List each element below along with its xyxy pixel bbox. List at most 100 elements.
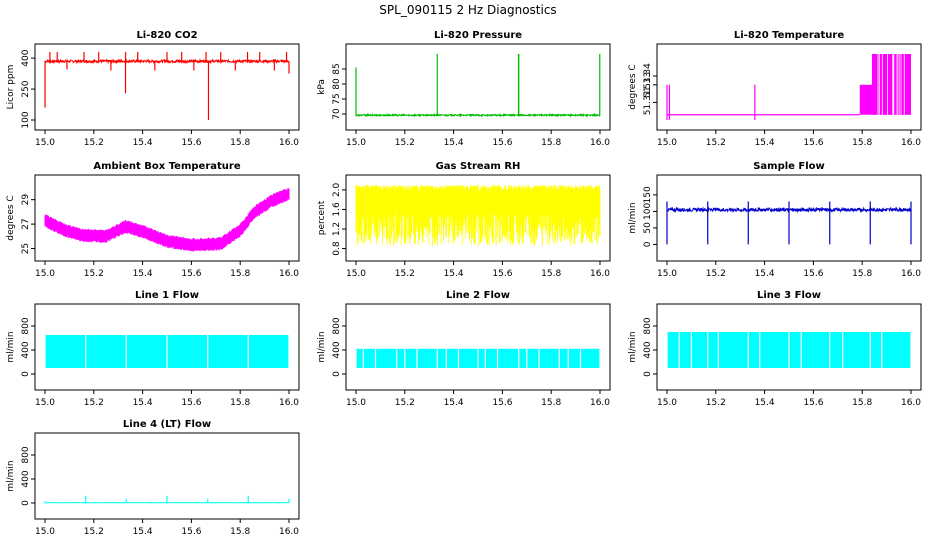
panel-co2: Li-820 CO2 15.0 15.2 15.4 15.6 15.8 16.0 100 250… — [6, 30, 300, 148]
y-tick-label: 85 — [332, 63, 342, 74]
x-tick-label: 15.4 — [755, 269, 775, 279]
y-tick-label: 0 — [21, 371, 31, 377]
x-tick-label: 15.0 — [657, 138, 677, 148]
y-axis-label: kPa — [317, 79, 327, 95]
panel-sample: Sample Flow 15.0 15.2 15.4 15.6 15.8 16.0 0 50 10… — [628, 161, 922, 279]
panel-line4: Line 4 (LT) Flow 15.0 15.2 15.4 15.6 15.8 16.0… — [6, 419, 300, 537]
x-tick-label: 15.6 — [803, 269, 823, 279]
x-tick-label: 15.0 — [346, 398, 366, 408]
x-tick-label: 15.0 — [657, 398, 677, 408]
x-tick-label: 15.6 — [492, 398, 512, 408]
x-tick-label: 15.6 — [803, 398, 823, 408]
x-tick-label: 15.2 — [706, 269, 726, 279]
x-tick-label: 15.4 — [133, 398, 153, 408]
x-tick-label: 15.8 — [230, 527, 250, 537]
y-tick-label: 400 — [643, 341, 653, 358]
x-tick-label: 15.6 — [492, 138, 512, 148]
x-tick-label: 15.4 — [444, 398, 464, 408]
x-tick-label: 15.8 — [852, 138, 872, 148]
y-tick-label: 70 — [332, 108, 342, 120]
y-tick-label: 75 — [332, 93, 342, 104]
y-tick-label: 80 — [332, 78, 342, 90]
y-tick-label: 51.33 — [643, 72, 653, 98]
plot-frame — [345, 43, 611, 131]
x-tick-label: 15.0 — [657, 269, 677, 279]
x-tick-label: 15.8 — [541, 138, 561, 148]
x-tick-label: 16.0 — [279, 269, 299, 279]
x-tick-label: 15.0 — [35, 527, 55, 537]
x-tick-label: 15.6 — [181, 138, 201, 148]
y-axis-label: ml/min — [628, 331, 638, 362]
x-tick-label: 16.0 — [590, 138, 610, 148]
plot-frame — [34, 432, 300, 520]
x-tick-label: 15.6 — [492, 269, 512, 279]
x-tick-label: 15.8 — [230, 269, 250, 279]
x-tick-label: 15.8 — [852, 398, 872, 408]
panel-line2: Line 2 Flow 15.0 15.2 15.4 15.6 15.8 16.0 0 400 8… — [317, 290, 611, 408]
series-temp — [666, 54, 911, 120]
x-tick-label: 16.0 — [279, 398, 299, 408]
x-tick-label: 15.0 — [346, 269, 366, 279]
x-tick-label: 15.6 — [181, 398, 201, 408]
x-tick-label: 15.8 — [541, 398, 561, 408]
x-tick-label: 16.0 — [901, 269, 921, 279]
x-tick-label: 15.2 — [84, 269, 104, 279]
y-tick-label: 1.6 — [332, 202, 342, 217]
x-tick-label: 16.0 — [901, 398, 921, 408]
y-tick-label: 800 — [21, 446, 31, 463]
y-tick-label: 0 — [643, 241, 653, 247]
series-line2 — [355, 348, 601, 368]
y-tick-label: 400 — [21, 49, 31, 66]
series-rh — [355, 185, 601, 246]
y-tick-label: 0 — [332, 371, 342, 377]
y-axis-label: Licor ppm — [6, 65, 16, 110]
y-axis-label: ml/min — [6, 331, 16, 362]
figure-title: SPL_090115 2 Hz Diagnostics — [379, 3, 556, 17]
panel-line1: Line 1 Flow 15.0 15.2 15.4 15.6 15.8 16.0 0 400 8… — [6, 290, 300, 408]
series-sample — [666, 201, 912, 245]
y-axis-label: percent — [317, 200, 327, 235]
series-line3 — [666, 332, 912, 368]
y-tick-label: 400 — [21, 470, 31, 487]
y-tick-label: 100 — [643, 203, 653, 220]
y-tick-label: 400 — [21, 341, 31, 358]
series-pressure — [355, 54, 601, 118]
y-tick-label: 800 — [643, 317, 653, 334]
panel-temp: Li-820 Temperature 15.0 15.2 15.4 15.6 15.8 16… — [628, 30, 922, 148]
x-tick-label: 15.4 — [755, 398, 775, 408]
x-tick-label: 15.2 — [706, 398, 726, 408]
y-tick-label: 800 — [21, 317, 31, 334]
y-tick-label: 27 — [21, 218, 31, 229]
x-tick-label: 15.0 — [35, 269, 55, 279]
series-line1 — [44, 335, 290, 368]
series-box — [44, 187, 290, 252]
x-tick-label: 16.0 — [279, 138, 299, 148]
y-tick-label: 51.31 — [643, 90, 653, 116]
series-line — [44, 58, 290, 65]
panel-rh: Gas Stream RH 15.0 15.2 15.4 15.6 15.8 16.0 0.8… — [317, 161, 611, 279]
y-axis-label: degrees C — [6, 195, 16, 240]
y-tick-label: 25 — [21, 243, 31, 254]
x-tick-label: 15.2 — [706, 138, 726, 148]
x-tick-label: 15.6 — [803, 138, 823, 148]
y-tick-label: 0 — [643, 371, 653, 377]
x-tick-label: 15.2 — [84, 527, 104, 537]
series-line4 — [44, 495, 290, 504]
x-tick-label: 15.4 — [444, 138, 464, 148]
panel-title: Li-820 Temperature — [734, 30, 844, 41]
y-tick-label: 250 — [21, 80, 31, 97]
y-tick-label: 2.0 — [332, 182, 342, 197]
y-tick-label: 150 — [643, 186, 653, 203]
series-line — [355, 112, 601, 118]
x-tick-label: 15.4 — [133, 269, 153, 279]
x-tick-label: 15.8 — [230, 138, 250, 148]
panel-pressure: Li-820 Pressure 15.0 15.2 15.4 15.6 15.8 16.0 7… — [317, 30, 611, 148]
x-tick-label: 15.0 — [35, 398, 55, 408]
panel-title: Ambient Box Temperature — [93, 161, 240, 172]
x-tick-label: 15.2 — [395, 398, 415, 408]
panel-box: Ambient Box Temperature 15.0 15.2 15.4 15.6 1… — [6, 161, 300, 279]
series-band — [355, 185, 601, 246]
panel-title: Line 2 Flow — [446, 290, 510, 301]
